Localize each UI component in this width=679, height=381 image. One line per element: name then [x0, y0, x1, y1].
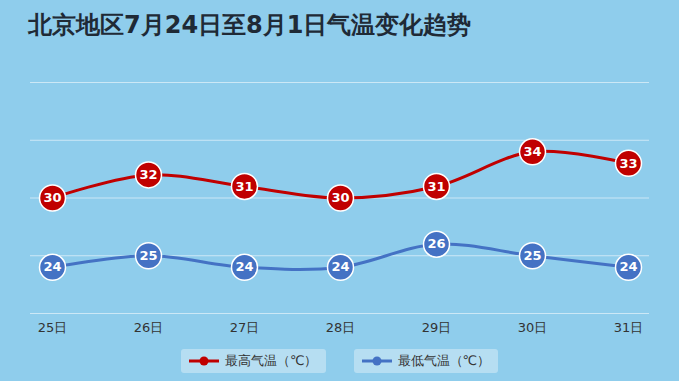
html-text:最低气温（℃）: 最低气温（℃） — [397, 353, 491, 368]
html-text:北京地区7月24日至8月1日气温变化趋势: 北京地区7月24日至8月1日气温变化趋势 — [28, 11, 472, 39]
svg-text:31日: 31日 — [614, 320, 644, 335]
svg-text:27日: 27日 — [230, 320, 260, 335]
svg-text:26: 26 — [427, 236, 445, 251]
html-text:最高气温（℃）: 最高气温（℃） — [224, 353, 318, 368]
svg-text:24: 24 — [619, 259, 637, 274]
svg-text:33: 33 — [619, 156, 637, 171]
svg-text:24: 24 — [331, 259, 349, 274]
svg-text:31: 31 — [235, 179, 253, 194]
svg-text:30日: 30日 — [518, 320, 548, 335]
svg-text:26日: 26日 — [134, 320, 164, 335]
svg-text:25日: 25日 — [38, 320, 68, 335]
svg-text:24: 24 — [235, 259, 253, 274]
svg-text:29日: 29日 — [422, 320, 452, 335]
svg-text:28日: 28日 — [326, 320, 356, 335]
svg-text:25: 25 — [523, 248, 541, 263]
svg-text:24: 24 — [43, 259, 61, 274]
svg-text:30: 30 — [43, 190, 61, 205]
svg-text:30: 30 — [331, 190, 349, 205]
svg-text:31: 31 — [427, 179, 445, 194]
svg-text:34: 34 — [523, 144, 541, 159]
svg-text:32: 32 — [139, 167, 157, 182]
svg-text:25: 25 — [139, 248, 157, 263]
